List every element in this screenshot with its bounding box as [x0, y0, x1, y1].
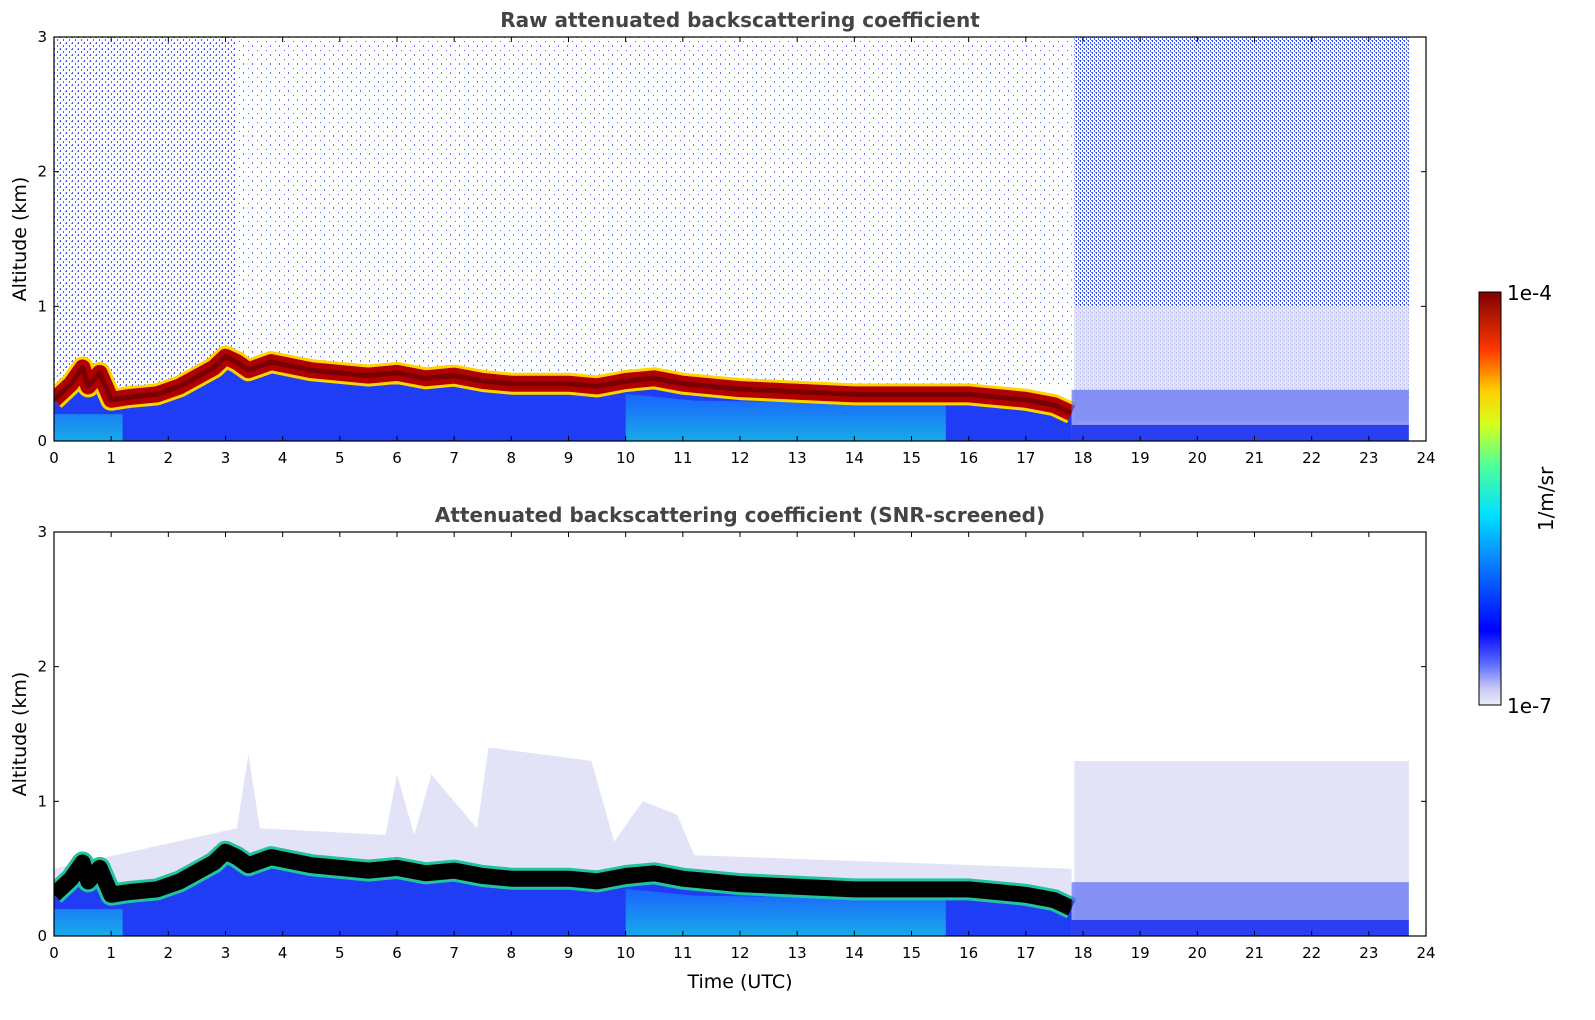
y-tick-label: 1	[37, 297, 47, 315]
x-tick-label: 9	[564, 944, 574, 962]
x-tick-label: 19	[1131, 449, 1150, 467]
x-tick-label: 10	[616, 944, 635, 962]
x-tick-label: 15	[902, 449, 921, 467]
bottom-panel-title: Attenuated backscattering coefficient (S…	[435, 503, 1045, 527]
x-tick-label: 2	[164, 944, 174, 962]
colorbar-min-label: 1e-7	[1507, 694, 1552, 718]
x-tick-label: 12	[730, 449, 749, 467]
top-heatmap	[54, 37, 1409, 441]
top-x-axis: 0 1 2 3 4 5 6 7 8 9 10 11 12 13 14 15 16 17 18 19 20 21 22 23 24	[49, 37, 1436, 467]
bottom-x-axis: 0 1 2 3 4 5 6 7 8 9 10 11 12 13 14 15 16 17 18 19 20 21 22 23 24	[49, 532, 1436, 962]
bottom-right-low-layer	[1071, 919, 1409, 936]
x-tick-label: 5	[335, 449, 345, 467]
x-tick-label: 20	[1188, 944, 1207, 962]
x-tick-label: 20	[1188, 449, 1207, 467]
x-tick-label: 11	[673, 449, 692, 467]
x-tick-label: 9	[564, 449, 574, 467]
bottom-y-axis-label: Altitude (km)	[9, 672, 31, 797]
x-tick-label: 6	[392, 449, 402, 467]
x-tick-label: 2	[164, 449, 174, 467]
x-tick-label: 13	[788, 944, 807, 962]
x-tick-label: 11	[673, 944, 692, 962]
x-tick-label: 15	[902, 944, 921, 962]
x-tick-label: 3	[221, 449, 231, 467]
x-tick-label: 24	[1416, 449, 1435, 467]
x-tick-label: 8	[507, 944, 517, 962]
x-tick-label: 5	[335, 944, 345, 962]
bottom-below-cyan	[54, 888, 946, 936]
x-tick-label: 21	[1245, 449, 1264, 467]
y-tick-label: 3	[37, 523, 47, 541]
colorbar-max-label: 1e-4	[1507, 281, 1552, 305]
x-tick-label: 21	[1245, 944, 1264, 962]
y-tick-label: 2	[37, 658, 47, 676]
colorbar: 1e-4 1e-7 1/m/sr	[1478, 281, 1558, 718]
bottom-y-axis: 0 1 2 3	[37, 523, 1426, 945]
y-tick-label: 2	[37, 163, 47, 181]
x-tick-label: 1	[106, 944, 116, 962]
x-tick-label: 8	[507, 449, 517, 467]
x-tick-label: 14	[845, 449, 864, 467]
x-tick-label: 7	[449, 449, 459, 467]
top-noise-left	[54, 37, 237, 388]
top-noise-mid	[236, 37, 1072, 388]
top-panel-title: Raw attenuated backscattering coefficien…	[500, 8, 980, 32]
bottom-heatmap	[54, 747, 1409, 936]
x-tick-label: 14	[845, 944, 864, 962]
x-axis-label: Time (UTC)	[686, 971, 792, 993]
y-tick-label: 3	[37, 28, 47, 46]
top-layer-peak	[54, 354, 1073, 416]
x-tick-label: 16	[959, 449, 978, 467]
x-tick-label: 22	[1302, 944, 1321, 962]
x-tick-label: 10	[616, 449, 635, 467]
x-tick-label: 4	[278, 944, 288, 962]
y-tick-label: 0	[37, 432, 47, 450]
y-tick-label: 1	[37, 792, 47, 810]
x-tick-label: 22	[1302, 449, 1321, 467]
x-tick-label: 13	[788, 449, 807, 467]
x-tick-label: 7	[449, 944, 459, 962]
colorbar-unit-label: 1/m/sr	[1534, 466, 1558, 531]
top-right-low-layer-2	[1071, 389, 1409, 425]
x-tick-label: 23	[1359, 944, 1378, 962]
x-tick-label: 0	[49, 944, 59, 962]
x-tick-label: 1	[106, 449, 116, 467]
x-tick-label: 12	[730, 944, 749, 962]
x-tick-label: 3	[221, 944, 231, 962]
x-tick-label: 4	[278, 449, 288, 467]
x-tick-label: 19	[1131, 944, 1150, 962]
x-tick-label: 23	[1359, 449, 1378, 467]
x-tick-label: 0	[49, 449, 59, 467]
x-tick-label: 24	[1416, 944, 1435, 962]
x-tick-label: 18	[1073, 449, 1092, 467]
bottom-right-low-layer-2	[1071, 882, 1409, 920]
y-tick-label: 0	[37, 927, 47, 945]
x-tick-label: 6	[392, 944, 402, 962]
x-tick-label: 17	[1016, 449, 1035, 467]
x-tick-label: 16	[959, 944, 978, 962]
x-tick-label: 17	[1016, 944, 1035, 962]
x-tick-label: 18	[1073, 944, 1092, 962]
top-y-axis: 0 1 2 3	[37, 28, 1426, 450]
colorbar-gradient	[1478, 291, 1502, 706]
top-right-low-layer	[1071, 424, 1409, 441]
top-below-cyan	[54, 393, 946, 441]
top-y-axis-label: Altitude (km)	[9, 177, 31, 302]
bottom-layer-core	[54, 843, 1076, 916]
